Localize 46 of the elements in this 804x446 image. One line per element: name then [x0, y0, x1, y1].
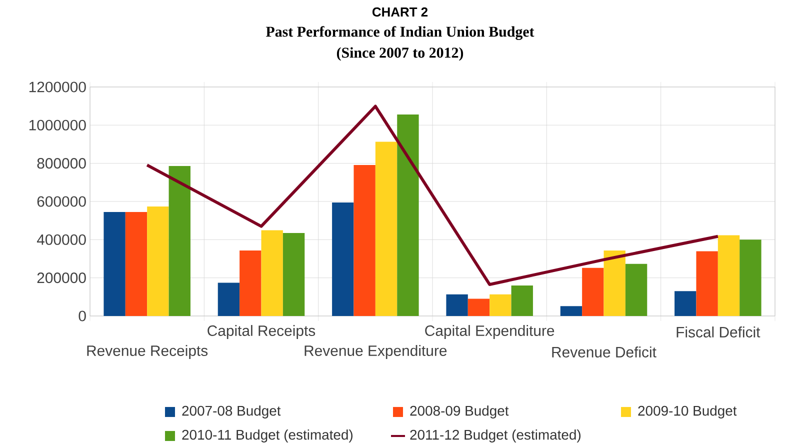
bar	[490, 294, 512, 316]
legend-label: 2011-12 Budget (estimated)	[410, 429, 580, 442]
y-tick-label: 800000	[37, 158, 86, 169]
bar	[511, 285, 533, 316]
line-series	[146, 104, 720, 286]
bar	[468, 298, 490, 316]
bar	[104, 212, 126, 316]
legend-label: 2008-09 Budget	[410, 405, 509, 418]
x-tick-label: Capital Receipts	[208, 325, 316, 339]
caption: CHART 2	[372, 7, 428, 17]
y-tick-label: 200000	[37, 272, 86, 284]
bar	[446, 294, 468, 316]
bar	[125, 212, 148, 316]
x-tick-label: Revenue Deficit	[552, 346, 656, 358]
y-tick-label: 1000000	[29, 120, 86, 130]
bar	[582, 268, 604, 316]
bar	[696, 251, 718, 316]
bar	[560, 306, 582, 316]
chart-title: Past Performance of Indian Union Budget	[266, 26, 534, 40]
x-tick-label: Fiscal Deficit	[676, 326, 760, 338]
bar	[674, 291, 696, 316]
bar	[375, 142, 398, 316]
bar	[718, 235, 740, 316]
y-tick-label: 400000	[36, 234, 86, 245]
legend-label: 2009-10 Budget	[638, 405, 737, 418]
legend-label: 2010-11 Budget (estimated)	[182, 429, 352, 442]
bar	[354, 165, 376, 316]
bar	[168, 166, 190, 316]
x-tick-label: Capital Expenditure	[425, 325, 554, 339]
x-tick-label: Revenue Expenditure	[304, 345, 447, 359]
y-tick-label: 0	[78, 310, 86, 322]
bar	[625, 264, 648, 316]
bar	[282, 232, 305, 316]
y-tick-label: 600000	[37, 196, 86, 207]
x-tick-label: Revenue Receipts	[87, 345, 208, 359]
bar	[240, 250, 262, 316]
bar	[261, 230, 283, 316]
bar	[218, 282, 240, 316]
bar	[604, 250, 626, 316]
legend-label: 2007-08 Budget	[182, 405, 281, 418]
bar	[147, 206, 169, 316]
y-tick-label: 1200000	[29, 82, 86, 92]
bar	[397, 114, 419, 316]
bar	[332, 202, 354, 316]
chart-subtitle: (Since 2007 to 2012)	[336, 47, 464, 61]
bar	[740, 240, 762, 316]
